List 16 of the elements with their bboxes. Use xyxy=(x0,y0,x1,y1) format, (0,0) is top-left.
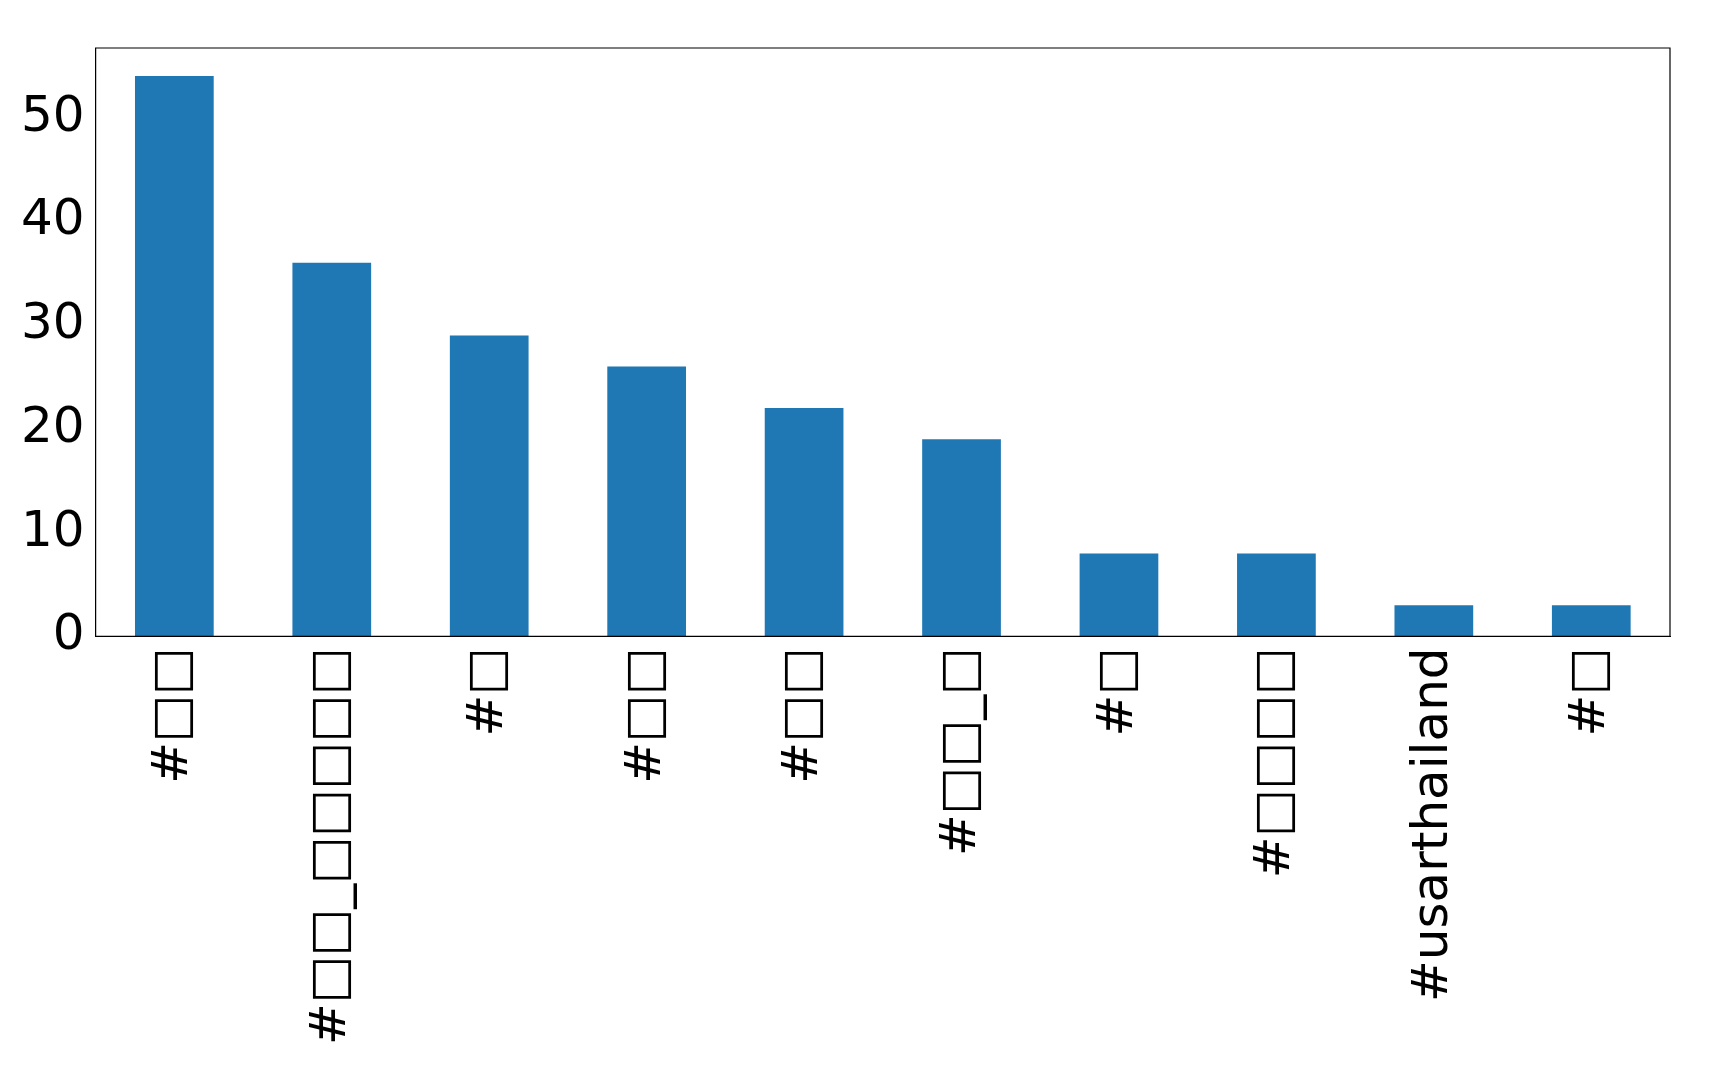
x-tick-label: #□ xyxy=(456,647,515,737)
x-tick-label: #□□□□ xyxy=(1243,647,1302,879)
y-tick-label: 0 xyxy=(52,603,85,662)
y-tick-label: 10 xyxy=(21,499,85,558)
x-tick-label: #□□_□ xyxy=(928,647,987,857)
y-tick-label: 40 xyxy=(21,188,85,247)
y-tick-label: 50 xyxy=(21,84,85,143)
x-tick-label: #□□ xyxy=(771,647,830,784)
x-tick-label: #usarthailand xyxy=(1400,647,1459,1003)
y-tick-label: 20 xyxy=(21,395,85,454)
x-tick-label: #□□_□□□□□ xyxy=(298,647,357,1046)
x-tick-label: #□□ xyxy=(613,647,672,784)
y-tick-label: 30 xyxy=(21,292,85,351)
x-tick-label: #□ xyxy=(1558,647,1617,737)
x-tick-label: #□□ xyxy=(141,647,200,784)
x-tick-label: #□ xyxy=(1085,647,1144,737)
